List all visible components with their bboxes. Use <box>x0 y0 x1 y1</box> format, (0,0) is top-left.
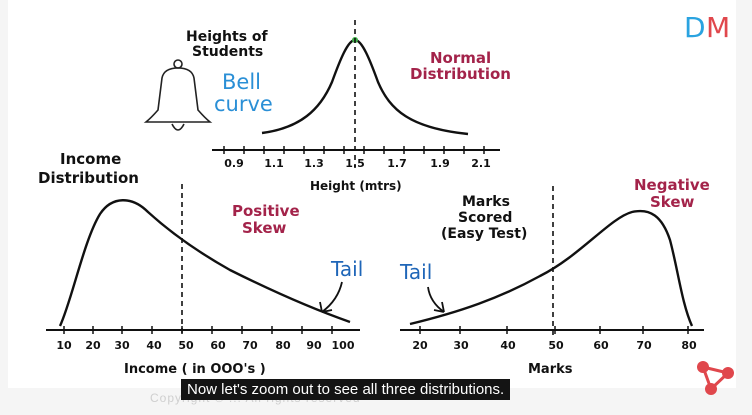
income-tick-label: 90 <box>306 339 322 352</box>
marks-axis-label: Marks <box>528 362 573 377</box>
normal-tick-label: 1.1 <box>264 157 284 170</box>
income-tick-label: 100 <box>332 339 355 352</box>
income-tick-label: 20 <box>85 339 101 352</box>
negative-label-line1: Negative <box>634 176 710 194</box>
marks-tick-marks <box>419 326 689 334</box>
positive-tail-label: Tail <box>330 257 363 281</box>
normal-title-line1: Heights of <box>186 29 269 45</box>
normal-title-line2: Students <box>192 44 263 60</box>
income-tick-label: 40 <box>146 339 162 352</box>
positive-label-line2: Skew <box>242 219 287 237</box>
normal-tick-label: 1.3 <box>304 157 324 170</box>
marks-tick-label: 60 <box>593 339 609 352</box>
normal-tick-label: 1.7 <box>387 157 407 170</box>
normal-tick-label: 1.5 <box>345 157 365 170</box>
marks-tick-label: 30 <box>453 339 469 352</box>
income-tick-label: 30 <box>114 339 130 352</box>
marks-title-line3: (Easy Test) <box>441 226 527 242</box>
negative-curve <box>409 209 694 327</box>
dm-logo: DM D M <box>684 11 730 44</box>
network-icon[interactable] <box>697 361 734 395</box>
normal-axis-label: Height (mtrs) <box>310 179 402 193</box>
subtitle-caption: Now let's zoom out to see all three dist… <box>181 379 511 400</box>
income-tick-label: 70 <box>242 339 258 352</box>
normal-tick-label: 2.1 <box>471 157 491 170</box>
marks-title-line2: Scored <box>458 210 512 226</box>
marks-tick-label: 70 <box>636 339 652 352</box>
positive-curve <box>58 199 351 327</box>
income-tick-label: 60 <box>210 339 226 352</box>
marks-tick-label: 80 <box>681 339 697 352</box>
normal-label-line2: Distribution <box>410 65 511 83</box>
negative-tail-arrow <box>427 286 445 313</box>
bell-label-line1: Bell <box>222 70 261 94</box>
bell-icon <box>143 59 213 131</box>
bell-label-line2: curve <box>214 92 273 116</box>
normal-tick-label: 1.9 <box>430 157 450 170</box>
negative-label-line2: Skew <box>650 193 695 211</box>
income-tick-label: 50 <box>178 339 194 352</box>
svg-text:M: M <box>706 11 730 44</box>
income-title-line2: Distribution <box>38 169 139 187</box>
svg-text:D: D <box>684 11 706 44</box>
positive-label-line1: Positive <box>232 202 300 220</box>
normal-tick-marks <box>223 146 485 154</box>
income-tick-label: 10 <box>56 339 72 352</box>
income-title-line1: Income <box>60 150 121 168</box>
income-tick-label: 80 <box>275 339 291 352</box>
marks-tick-label: 50 <box>548 339 564 352</box>
marks-title-line1: Marks <box>462 194 510 210</box>
income-axis-label: Income ( in OOO's ) <box>124 362 266 377</box>
income-tick-marks <box>63 326 333 334</box>
negative-tail-label: Tail <box>399 260 432 284</box>
marks-tick-label: 40 <box>500 339 516 352</box>
marks-tick-label: 20 <box>412 339 428 352</box>
positive-tail-arrow <box>319 281 343 313</box>
normal-label-line1: Normal <box>430 49 491 67</box>
normal-tick-label: 0.9 <box>224 157 244 170</box>
